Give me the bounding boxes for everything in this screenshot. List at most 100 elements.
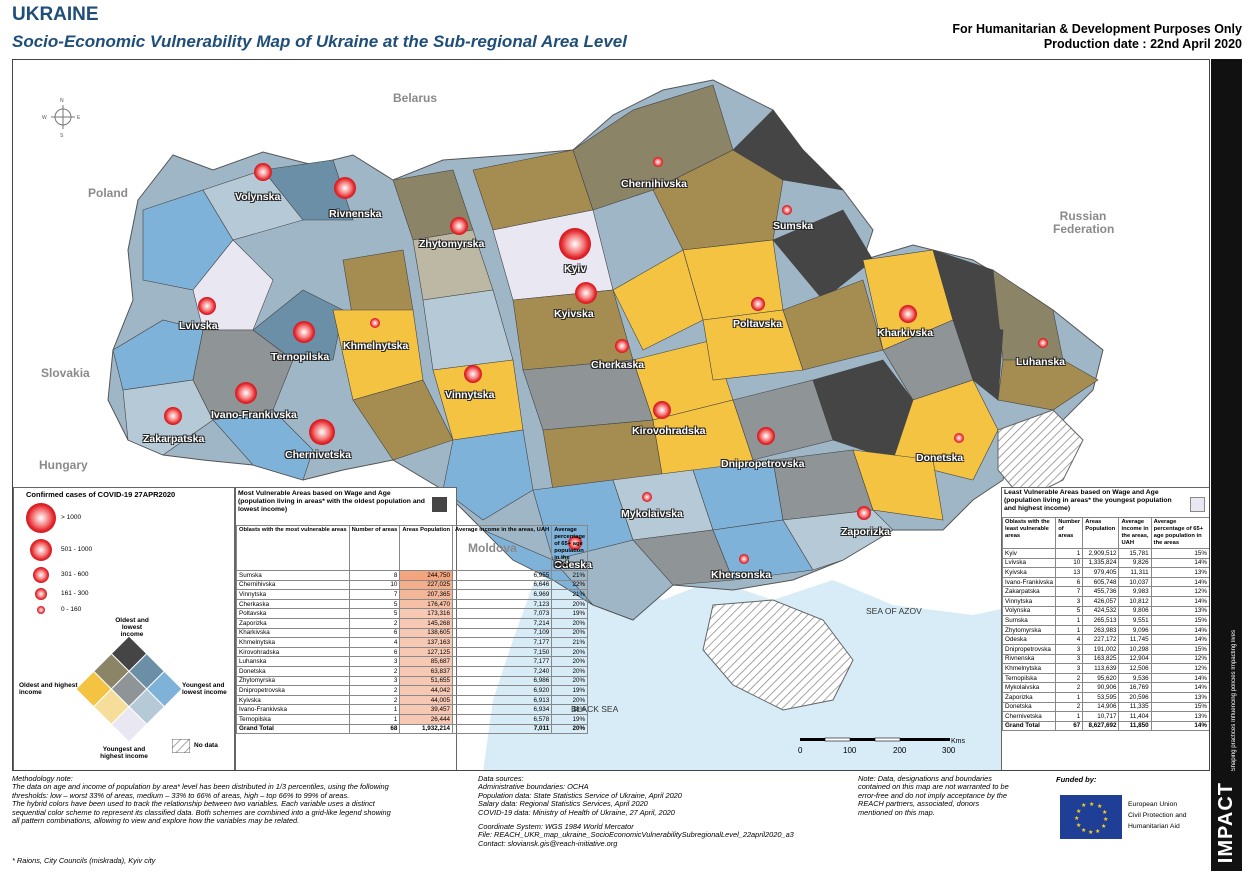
table-cell: 14%: [1150, 624, 1209, 636]
oblast-label: Kharkivska: [877, 327, 934, 339]
covid-circle-cherkaska: [615, 339, 629, 353]
table-cell: 5: [348, 608, 401, 619]
table-cell: 8: [348, 570, 401, 581]
svg-text:★: ★: [1089, 801, 1094, 808]
table-cell: 3: [1055, 643, 1084, 655]
methodology-line: The hybrid colors have been used to trac…: [12, 799, 375, 809]
sources-title: Data sources:: [478, 774, 524, 783]
table-cell: Grand Total: [1001, 720, 1057, 732]
note-line: Note: Data, designations and boundaries: [858, 774, 992, 783]
table-header: Average percentage of 65+ age population…: [551, 525, 589, 571]
scale-tick-100: 100: [843, 746, 857, 755]
table-cell: 14%: [1150, 595, 1209, 607]
table-cell: 14,906: [1082, 701, 1120, 713]
covid-circle-luhanska: [1038, 338, 1048, 348]
table-cell: 1: [1055, 548, 1084, 559]
table-row: Zaporizka 2 145,268 7,214 20%: [236, 617, 589, 629]
table-cell: 207,365: [399, 589, 454, 600]
table-cell: 263,983: [1082, 624, 1120, 636]
covid-circle-zaporizka: [857, 506, 871, 520]
table-cell: 14%: [1150, 576, 1209, 588]
table-cell: 2: [1055, 682, 1084, 693]
table-cell: 2: [348, 685, 401, 696]
oblast-label: Lvivska: [179, 320, 218, 332]
covid-circle-kharkivska: [899, 305, 917, 323]
svg-text:★: ★: [1101, 823, 1106, 830]
table-row: Chernihivska 10 227,025 6,646 22%: [236, 579, 589, 591]
table-cell: 20%: [551, 656, 589, 667]
table-cell: 13%: [1150, 567, 1209, 578]
compass-e: E: [77, 115, 81, 121]
table-cell: 44,005: [399, 694, 454, 706]
table-row: Kyivska 2 44,005 6,913 20%: [236, 694, 589, 706]
table-cell: 21%: [551, 589, 589, 600]
table-cell: 11,745: [1118, 634, 1152, 645]
table-cell: 7,214: [452, 617, 553, 629]
table-cell: 19%: [551, 685, 589, 696]
compass-w: W: [42, 115, 47, 121]
table-cell: 20%: [551, 646, 589, 658]
country-label: Slovakia: [41, 366, 90, 380]
table-cell: 6,969: [452, 589, 553, 600]
table-cell: 5: [348, 598, 401, 610]
table-cell: Luhanska: [236, 656, 350, 667]
compass-n: N: [60, 98, 64, 104]
table-cell: 20%: [551, 617, 589, 629]
country-label: Poland: [88, 186, 129, 200]
table-cell: 51,655: [399, 675, 454, 687]
oblast-label: Mykolaivska: [621, 508, 683, 520]
table-cell: 227,172: [1082, 634, 1120, 645]
covid-circle-chernivetska: [309, 419, 335, 445]
table-cell: 11,850: [1118, 720, 1152, 732]
table-cell: 2: [1055, 672, 1084, 684]
table-cell: 68: [348, 723, 401, 735]
table-cell: 12,506: [1118, 663, 1152, 674]
oblast-label: Kirovohradska: [632, 425, 706, 437]
table-cell: 7,240: [452, 665, 553, 677]
compass-s: S: [60, 133, 64, 139]
most-vulnerable-table: Oblasts with the most vulnerable areas N…: [236, 525, 589, 735]
country-label: Russian Federation: [1053, 209, 1115, 236]
table-cell: 85,687: [399, 656, 454, 667]
table-cell: 95,620: [1082, 672, 1120, 684]
covid-class-label: 0 - 160: [61, 606, 82, 613]
table-cell: Rivnenska: [1001, 653, 1057, 665]
table-cell: Zakarpatska: [1001, 586, 1057, 597]
table-cell: 455,736: [1082, 586, 1120, 597]
table-cell: 3: [1055, 653, 1084, 665]
bivariate-right-label: Youngest and lowest income: [182, 682, 227, 696]
table-row: Mykolaivska 2 90,906 16,769 14%: [1001, 682, 1209, 693]
table-row: Dnipropetrovska 3 191,002 10,298 15%: [1001, 643, 1209, 655]
table-cell: Donetska: [1001, 701, 1057, 713]
svg-text:★: ★: [1076, 822, 1081, 829]
table-cell: 6,578: [452, 713, 553, 725]
table-cell: 9,551: [1118, 615, 1152, 626]
table-cell: 6: [348, 627, 401, 639]
oblast-label: Vinnytska: [445, 389, 495, 401]
oblast-label: Zaporizka: [841, 526, 891, 538]
table-row: Ivano-Frankivska 6 605,748 10,037 14%: [1001, 576, 1209, 588]
eu-line: Humanitarian Aid: [1128, 823, 1180, 830]
table-cell: 2: [348, 694, 401, 706]
table-row: Poltavska 5 173,316 7,073 19%: [236, 608, 589, 619]
scale-tick-200: 200: [893, 746, 907, 755]
svg-text:★: ★: [1088, 829, 1093, 836]
table-row: Ternopilska 1 26,444 6,578 19%: [236, 713, 589, 725]
table-cell: 227,025: [399, 579, 454, 591]
table-cell: Kyiv: [1001, 548, 1057, 559]
table-cell: 4: [1055, 634, 1084, 645]
table-cell: Odeska: [1001, 634, 1057, 645]
table-cell: 6,934: [452, 704, 553, 715]
table-cell: 138,605: [399, 627, 454, 639]
scale-bar: 0 100 200 300 Kms: [798, 737, 966, 755]
table-cell: 113,639: [1082, 663, 1120, 674]
covid-circle-lvivska: [198, 297, 216, 315]
table-cell: Zaporizka: [1001, 691, 1057, 703]
covid-class-label: 301 - 600: [61, 571, 89, 578]
covid-circle-chernihivska: [653, 157, 663, 167]
table-row: Lvivska 10 1,335,824 9,826 14%: [1001, 557, 1209, 569]
data-sources: Data sources: Administrative boundaries:…: [478, 774, 858, 848]
oblast-label: Volynska: [235, 191, 281, 203]
table-cell: 7,073: [452, 608, 553, 619]
table-header: Number of areas: [348, 525, 401, 571]
